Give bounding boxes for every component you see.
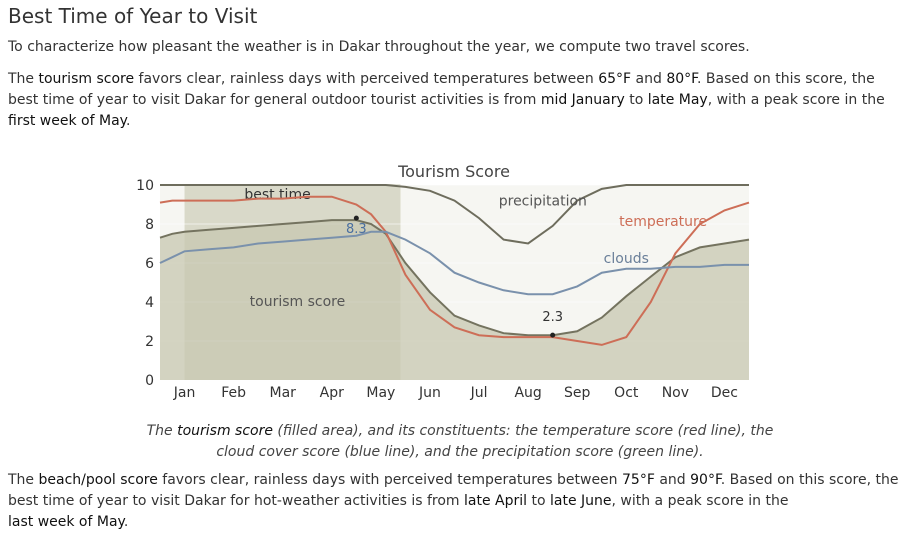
page-heading: Best Time of Year to Visit xyxy=(8,4,258,28)
temperature-series-label: temperature xyxy=(619,214,707,230)
x-tick-label: Mar xyxy=(269,385,296,401)
x-tick-label: Apr xyxy=(320,385,344,401)
y-tick-label: 8 xyxy=(145,217,154,233)
x-tick-label: Jan xyxy=(173,385,196,401)
tourism-score-term: tourism score xyxy=(38,71,135,87)
annotation-label: 2.3 xyxy=(542,310,563,325)
chart-caption: The tourism score (filled area), and its… xyxy=(146,423,774,460)
temperature-line xyxy=(159,195,750,346)
beach-score-term: beach/pool score xyxy=(38,472,158,488)
annotation-point xyxy=(353,215,359,221)
x-tick-label: Aug xyxy=(514,385,541,401)
x-tick-label: Nov xyxy=(662,385,689,401)
best-time-label: best time xyxy=(244,187,310,203)
annotation-point xyxy=(550,332,556,338)
tourism-paragraph: The tourism score favors clear, rainless… xyxy=(8,71,885,129)
chart-title: Tourism Score xyxy=(397,162,510,181)
tourism-series-label: tourism score xyxy=(250,294,346,310)
precipitation-line xyxy=(160,184,749,245)
y-tick-label: 10 xyxy=(136,178,154,194)
x-tick-label: Sep xyxy=(564,385,591,401)
tourism-score-area xyxy=(160,220,749,380)
beach-paragraph: The beach/pool score favors clear, rainl… xyxy=(8,472,899,530)
intro-text: To characterize how pleasant the weather… xyxy=(8,39,750,55)
x-tick-label: Oct xyxy=(614,385,639,401)
clouds-series-label: clouds xyxy=(604,251,649,267)
y-tick-label: 2 xyxy=(145,334,154,350)
annotation-label: 8.3 xyxy=(346,222,367,237)
tourism-score-chart: best time tourism score temperature clouds… xyxy=(136,162,750,401)
y-tick-label: 4 xyxy=(145,295,154,311)
x-tick-label: Dec xyxy=(711,385,738,401)
tourism-score-line xyxy=(159,219,750,337)
precipitation-series-label: precipitation xyxy=(499,193,587,209)
clouds-line xyxy=(159,230,749,296)
y-tick-label: 6 xyxy=(145,256,154,272)
x-tick-label: Jun xyxy=(418,385,441,401)
x-tick-label: Feb xyxy=(221,385,246,401)
y-tick-label: 0 xyxy=(145,373,154,389)
x-tick-label: May xyxy=(366,385,395,401)
x-tick-label: Jul xyxy=(470,385,488,401)
